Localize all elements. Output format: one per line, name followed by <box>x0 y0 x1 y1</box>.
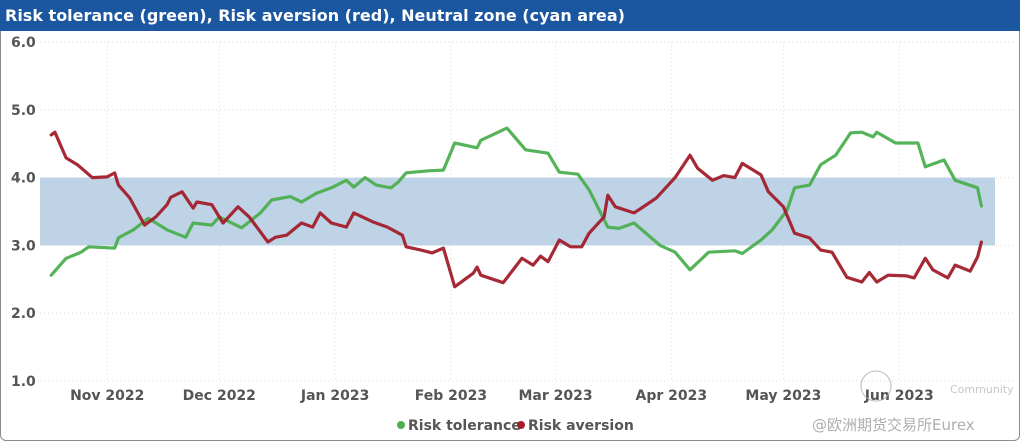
watermark-community: Community <box>950 383 1014 396</box>
legend-marker-risk-aversion <box>517 421 525 429</box>
y-tick-label: 3.0 <box>11 238 36 254</box>
watermark: Community @欧洲期货交易所Eurex <box>812 370 1014 434</box>
chart-title: Risk tolerance (green), Risk aversion (r… <box>0 0 1020 31</box>
watermark-logo-icon <box>860 370 892 402</box>
legend-label-risk-tolerance: Risk tolerance <box>408 418 521 434</box>
neutral-zone-band <box>40 177 995 246</box>
legend: Risk tolerance Risk aversion <box>397 418 634 434</box>
series-line-risk-aversion <box>49 130 984 289</box>
series-line-risk-tolerance <box>49 126 984 277</box>
y-tick-label: 5.0 <box>11 103 36 119</box>
x-tick-label: May 2023 <box>745 388 821 404</box>
series-lines <box>49 126 984 289</box>
x-tick-label: Apr 2023 <box>636 388 708 404</box>
y-tick-label: 1.0 <box>11 374 36 390</box>
x-tick-label: Jan 2023 <box>300 388 369 404</box>
x-tick-label: Jun 2023 <box>864 388 934 404</box>
y-tick-label: 2.0 <box>11 306 36 322</box>
legend-label-risk-aversion: Risk aversion <box>528 418 634 434</box>
x-axis: Nov 2022 Dec 2022 Jan 2023 Feb 2023 Mar 2023… <box>70 388 934 404</box>
watermark-handle: @欧洲期货交易所Eurex <box>812 416 975 434</box>
legend-marker-risk-tolerance <box>397 421 405 429</box>
y-axis: 6.0 5.0 4.0 3.0 2.0 1.0 <box>11 35 36 390</box>
x-tick-label: Feb 2023 <box>415 388 487 404</box>
x-tick-label: Mar 2023 <box>518 388 592 404</box>
x-tick-label: Dec 2022 <box>183 388 256 404</box>
y-tick-label: 6.0 <box>11 35 36 51</box>
y-tick-label: 4.0 <box>11 171 36 187</box>
x-tick-label: Nov 2022 <box>70 388 144 404</box>
